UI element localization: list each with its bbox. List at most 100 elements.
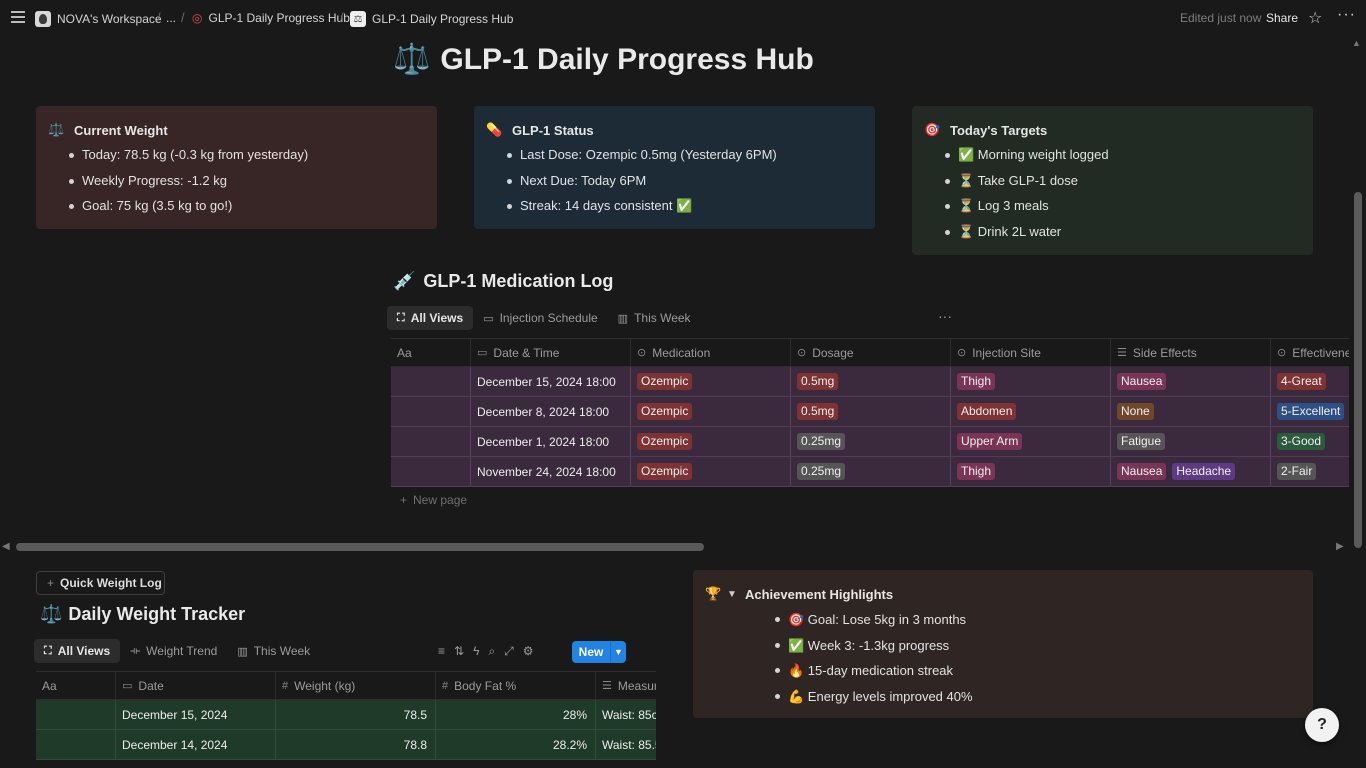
cell-measurements[interactable]: Waist: 85.5cm [596,730,656,759]
tab-this-week[interactable]: ▥ This Week [237,644,311,658]
share-button[interactable]: Share [1266,11,1299,25]
table-row[interactable]: December 1, 2024 18:00 Ozempic 0.25mg Upper… [391,427,1349,457]
tab-all-views[interactable]: ⛶ All Views [34,639,121,663]
cell-weight[interactable]: 78.8 [276,730,436,759]
plus-icon: + [400,493,408,507]
cell-medication[interactable]: Ozempic [631,457,791,486]
cell-dosage[interactable]: 0.25mg [791,457,951,486]
cell-dosage[interactable]: 0.25mg [791,427,951,456]
cell-body-fat[interactable]: 28.2% [436,730,596,759]
cell-date-time[interactable]: December 15, 2024 18:00 [471,367,631,396]
cell-side-effects[interactable]: Nausea Headache [1111,457,1271,486]
new-button[interactable]: New ▼ [572,641,626,663]
horizontal-scrollbar[interactable] [16,543,704,551]
column-medication[interactable]: ⊙ Medication [631,339,791,366]
list-item: Weekly Progress: -1.2 kg [69,173,425,200]
quick-weight-log-button[interactable]: + Quick Weight Log [36,571,165,595]
column-date-time[interactable]: ▭ Date & Time [471,339,631,366]
column-name[interactable]: Aa [36,672,116,699]
column-measurements[interactable]: ☰ Measur [596,672,656,699]
breadcrumb-current[interactable]: ⚖ GLP-1 Daily Progress Hub [350,11,513,27]
top-bar: NOVA's Workspace / ... / ◎ GLP-1 Daily P… [0,0,1366,36]
tag-pill: 4-Great [1277,373,1326,390]
cell-side-effects[interactable]: None [1111,397,1271,426]
column-side-effects[interactable]: ☰ Side Effects [1111,339,1271,366]
expand-icon[interactable]: ⤢ [504,644,514,658]
cell-injection-site[interactable]: Thigh [951,367,1111,396]
column-body-fat[interactable]: # Body Fat % [436,672,596,699]
cell-name[interactable] [391,367,471,396]
help-icon[interactable]: ? [1305,708,1339,742]
cell-side-effects[interactable]: Nausea [1111,367,1271,396]
breadcrumb-ellipsis[interactable]: ... [166,11,177,25]
cell-date-time[interactable]: December 1, 2024 18:00 [471,427,631,456]
menu-icon[interactable] [11,11,25,23]
breadcrumb-workspace[interactable]: NOVA's Workspace [35,11,162,27]
cell-effectiveness[interactable]: 3-Good [1271,427,1349,456]
cell-name[interactable] [391,457,471,486]
more-options-icon[interactable]: ··· [1337,6,1356,23]
tab-this-week[interactable]: ▥ This Week [617,311,691,325]
cell-dosage[interactable]: 0.5mg [791,367,951,396]
tab-all-views[interactable]: ⛶ All Views [387,306,474,330]
automation-icon[interactable]: ϟ [473,644,480,658]
cell-medication[interactable]: Ozempic [631,397,791,426]
column-effectiveness[interactable]: ⊙ Effectivene [1271,339,1349,366]
cell-name[interactable] [391,427,471,456]
tab-injection-schedule[interactable]: ▭ Injection Schedule [483,311,598,325]
scroll-left-arrow-icon[interactable]: ◀ [2,541,10,552]
list-item: Today: 78.5 kg (-0.3 kg from yesterday) [69,148,425,174]
breadcrumb-parent[interactable]: ◎ GLP-1 Daily Progress Hub [192,11,350,25]
table-header: Aa ▭ Date # Weight (kg) # Body Fat % ☰ Measu… [36,671,656,700]
star-icon[interactable]: ☆ [1308,10,1323,27]
cell-effectiveness[interactable]: 2-Fair [1271,457,1349,486]
cell-injection-site[interactable]: Upper Arm [951,427,1111,456]
column-injection-site[interactable]: ⊙ Injection Site [951,339,1111,366]
column-dosage[interactable]: ⊙ Dosage [791,339,951,366]
cell-date[interactable]: December 15, 2024 [116,700,276,729]
column-name[interactable]: Aa [391,339,471,366]
column-weight[interactable]: # Weight (kg) [276,672,436,699]
cell-weight[interactable]: 78.5 [276,700,436,729]
cell-date[interactable]: December 14, 2024 [116,730,276,759]
cell-injection-site[interactable]: Abdomen [951,397,1111,426]
achievement-highlights-callout: 🏆 ▼ Achievement Highlights 🎯 Goal: Lose 5k… [693,570,1313,718]
cell-date-time[interactable]: November 24, 2024 18:00 [471,457,631,486]
cell-injection-site[interactable]: Thigh [951,457,1111,486]
cell-name[interactable] [36,730,116,759]
cell-medication[interactable]: Ozempic [631,427,791,456]
cell-effectiveness[interactable]: 5-Excellent [1271,397,1349,426]
cell-measurements[interactable]: Waist: 85cm [596,700,656,729]
cell-body-fat[interactable]: 28% [436,700,596,729]
cell-dosage[interactable]: 0.5mg [791,397,951,426]
toggle-triangle-icon[interactable]: ▼ [727,588,737,600]
weight-tracker-table: Aa ▭ Date # Weight (kg) # Body Fat % ☰ Measu… [36,671,656,760]
cell-effectiveness[interactable]: 4-Great [1271,367,1349,396]
view-options-icon[interactable]: ··· [938,308,952,324]
cell-name[interactable] [36,700,116,729]
tab-weight-trend[interactable]: ⟛ Weight Trend [130,644,218,658]
chevron-down-icon[interactable]: ▼ [610,641,626,663]
filter-icon[interactable]: ≡ [438,644,446,658]
new-page-button[interactable]: + New page [400,493,468,507]
cell-medication[interactable]: Ozempic [631,367,791,396]
table-row[interactable]: November 24, 2024 18:00 Ozempic 0.25mg Thig… [391,457,1349,487]
vertical-scrollbar[interactable] [1354,192,1362,548]
column-date[interactable]: ▭ Date [116,672,276,699]
tag-pill: Upper Arm [957,433,1023,450]
cell-side-effects[interactable]: Fatigue [1111,427,1271,456]
scroll-right-arrow-icon[interactable]: ▶ [1336,541,1344,552]
table-row[interactable]: December 8, 2024 18:00 Ozempic 0.5mg Abdome… [391,397,1349,427]
search-icon[interactable]: ⌕ [488,644,496,658]
settings-sliders-icon[interactable]: ⚙ [522,644,534,658]
medication-log-table: Aa ▭ Date & Time ⊙ Medication ⊙ Dosage ⊙ Inj… [391,338,1349,487]
sort-icon[interactable]: ⇅ [454,644,465,658]
pill-icon: 💊 [486,122,503,137]
cell-date-time[interactable]: December 8, 2024 18:00 [471,397,631,426]
scroll-up-arrow-icon[interactable]: ▲ [1352,38,1361,48]
table-row[interactable]: December 15, 2024 18:00 Ozempic 0.5mg Thigh… [391,367,1349,397]
list-item: 🔥 15-day medication streak [775,663,1301,689]
cell-name[interactable] [391,397,471,426]
